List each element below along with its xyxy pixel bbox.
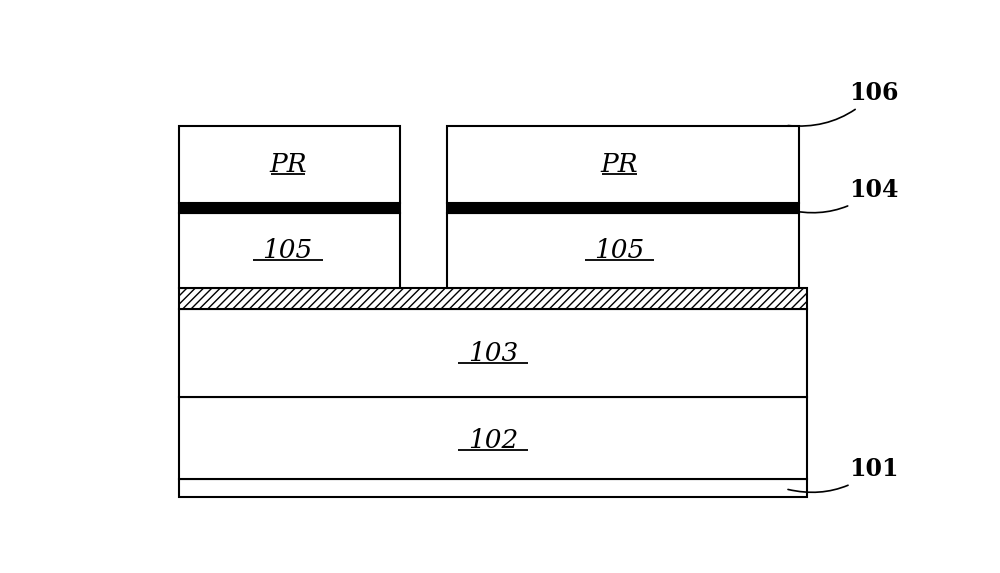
Text: 103: 103 bbox=[468, 341, 518, 366]
Bar bbox=[179, 213, 400, 288]
Text: PR: PR bbox=[269, 152, 307, 177]
Bar bbox=[447, 126, 799, 203]
Bar bbox=[179, 288, 807, 309]
Text: 102: 102 bbox=[468, 428, 518, 453]
Text: 101: 101 bbox=[788, 457, 899, 492]
Bar bbox=[179, 398, 807, 479]
Bar bbox=[179, 126, 400, 203]
Text: 106: 106 bbox=[788, 81, 899, 126]
Text: PR: PR bbox=[601, 152, 638, 177]
Bar bbox=[447, 213, 799, 288]
Bar bbox=[179, 203, 400, 213]
Bar bbox=[179, 309, 807, 398]
Text: 104: 104 bbox=[788, 178, 899, 213]
Bar bbox=[179, 479, 807, 497]
Text: 105: 105 bbox=[263, 238, 313, 263]
Text: 105: 105 bbox=[594, 238, 645, 263]
Bar bbox=[447, 203, 799, 213]
